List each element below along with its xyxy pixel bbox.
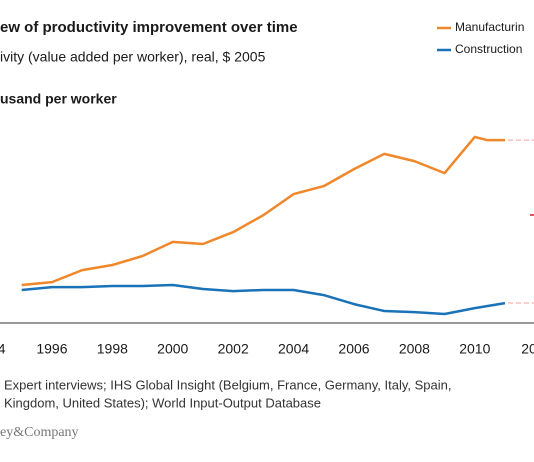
chart-title: ew of productivity improvement over time [0,19,298,36]
line-series [21,283,506,316]
x-tick-label: 20 [521,341,534,357]
x-tick-label: 2000 [157,341,188,357]
source-line: Kingdom, United States); World Input-Out… [4,395,321,410]
x-tick-label: 2002 [218,341,249,357]
y-axis-label: usand per worker [0,91,117,107]
x-tick-label: 1998 [97,341,128,357]
logo: ey&Company [0,425,79,440]
x-tick-label: 2004 [278,341,309,357]
x-tick-label: 1996 [36,341,67,357]
x-tick-label: 2006 [338,341,369,357]
x-tick-label: 2010 [459,341,490,357]
x-tick-label: 4 [0,341,6,357]
legend-label: Manufacturin [455,20,524,34]
line-series [21,135,505,287]
legend-label: Construction [455,42,522,56]
chart-subtitle: ivity (value added per worker), real, $ … [0,49,266,65]
x-tick-label: 2008 [399,341,430,357]
source-line: Expert interviews; IHS Global Insight (B… [4,377,451,392]
